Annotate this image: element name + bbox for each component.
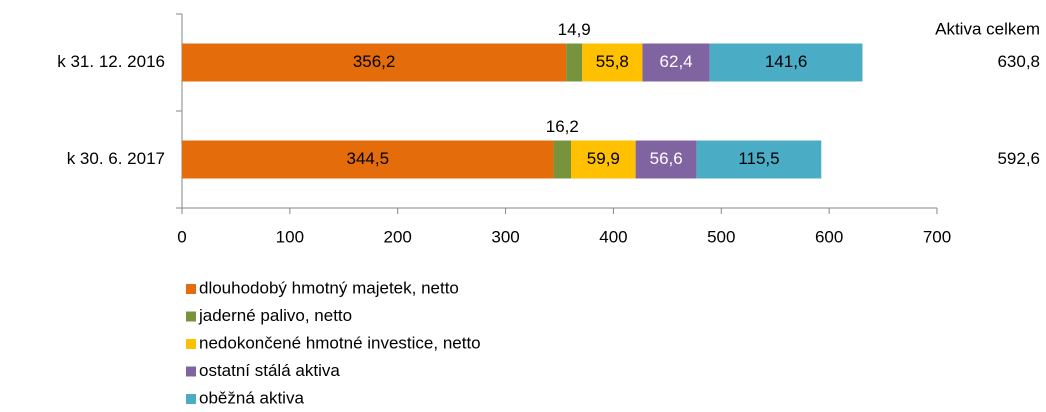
legend-marker [186,284,196,294]
data-label: 344,5 [347,149,390,168]
data-label: 356,2 [353,52,396,71]
x-tick-label: 400 [599,227,627,246]
legend-label: nedokončené hmotné investice, netto [199,333,481,352]
bar-segment [553,140,572,179]
data-label: 141,6 [765,52,808,71]
data-label: 16,2 [546,117,579,136]
data-label: 55,8 [596,52,629,71]
x-tick-label: 700 [923,227,951,246]
data-label: 62,4 [660,52,693,71]
bar-segment [635,140,697,179]
data-label: 59,9 [587,149,620,168]
x-tick-label: 300 [491,227,519,246]
legend-marker [186,394,196,404]
total-label: 630,8 [997,52,1040,71]
x-tick-label: 600 [815,227,843,246]
legend-label: jaderné palivo, netto [198,306,352,325]
legend-marker [186,311,196,322]
y-tick-label: k 31. 12. 2016 [57,52,165,71]
bar-segment [571,140,636,179]
totals-title: Aktiva celkem [935,19,1040,38]
legend-marker [186,366,196,377]
legend-marker [186,339,196,349]
data-label: 115,5 [738,149,779,168]
data-label: 56,6 [650,149,683,168]
total-label: 592,6 [997,149,1040,168]
x-tick-label: 100 [276,227,304,246]
legend-label: ostatní stálá aktiva [199,361,340,380]
bar-segment [642,43,710,82]
legend-label: oběžná aktiva [199,388,304,407]
bar-segment [582,43,643,82]
bar-segment [182,43,567,82]
bar-segment [696,140,822,179]
x-tick-label: 0 [177,227,186,246]
bar-segment [566,43,583,82]
legend-label: dlouhodobý hmotný majetek, netto [199,278,459,297]
y-tick-label: k 30. 6. 2017 [67,149,165,168]
bar-segment [709,43,863,82]
x-tick-label: 200 [384,227,412,246]
x-tick-label: 500 [707,227,735,246]
bar-segment [182,140,554,179]
data-label: 14,9 [558,20,591,39]
